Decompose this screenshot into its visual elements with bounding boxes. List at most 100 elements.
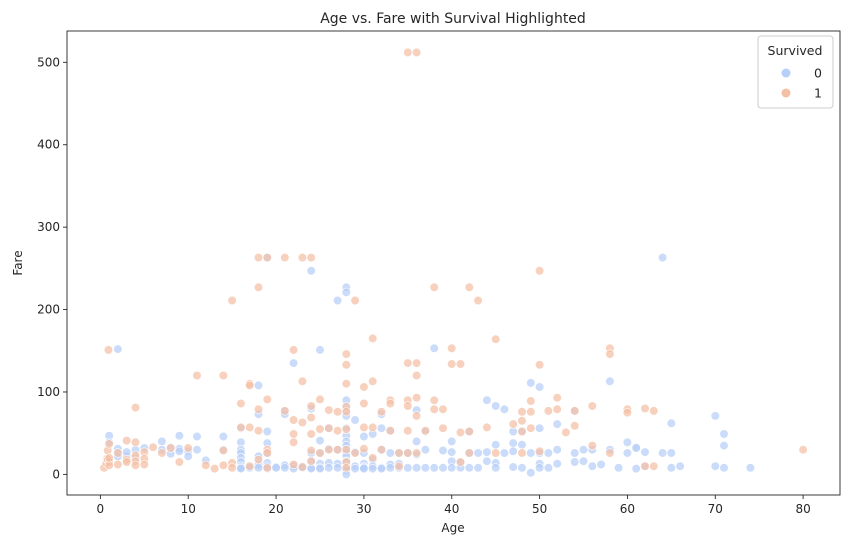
legend-box: [757, 35, 834, 109]
data-point-survived-1: [289, 429, 299, 439]
data-point-survived-1: [341, 349, 351, 359]
data-point-survived-1: [552, 393, 562, 403]
data-point-survived-0: [368, 464, 378, 474]
data-point-survived-1: [491, 448, 501, 458]
data-point-survived-0: [174, 446, 184, 456]
data-point-survived-0: [438, 445, 448, 456]
data-point-survived-1: [122, 436, 132, 446]
data-point-survived-1: [429, 282, 439, 292]
data-point-survived-1: [570, 406, 580, 416]
data-point-survived-1: [350, 448, 360, 458]
data-point-survived-1: [245, 461, 255, 471]
data-point-survived-0: [420, 463, 431, 473]
data-point-survived-1: [218, 370, 228, 381]
data-point-survived-1: [262, 253, 272, 263]
data-point-survived-1: [166, 443, 176, 453]
data-point-survived-0: [578, 445, 589, 455]
data-point-survived-0: [570, 457, 580, 467]
data-point-survived-0: [745, 463, 756, 473]
data-point-survived-1: [324, 405, 334, 415]
data-point-survived-1: [394, 448, 404, 458]
data-point-survived-0: [412, 463, 422, 473]
data-point-survived-0: [376, 464, 387, 474]
data-point-survived-0: [508, 446, 518, 456]
data-point-survived-1: [315, 448, 325, 458]
data-point-survived-1: [297, 376, 308, 386]
data-point-survived-0: [289, 358, 299, 368]
data-point-survived-1: [227, 463, 237, 473]
data-point-survived-0: [552, 419, 562, 429]
data-point-survived-0: [578, 456, 589, 466]
data-point-survived-0: [420, 445, 431, 455]
data-point-survived-0: [508, 438, 518, 448]
data-point-survived-1: [333, 445, 343, 455]
data-point-survived-1: [438, 404, 448, 414]
data-point-survived-1: [394, 461, 404, 471]
data-point-survived-1: [359, 444, 369, 454]
data-point-survived-0: [236, 464, 246, 474]
data-point-survived-1: [210, 464, 220, 474]
data-point-survived-1: [113, 459, 123, 470]
y-axis: 0 100 200 300 400 500: [37, 55, 67, 481]
data-point-survived-1: [447, 343, 457, 353]
data-point-survived-1: [798, 445, 808, 455]
data-point-survived-1: [280, 406, 290, 416]
data-point-survived-1: [570, 421, 580, 431]
data-point-survived-1: [622, 408, 633, 418]
x-axis: 0 10 20 30 40 50 60 70 80: [97, 495, 811, 516]
data-point-survived-0: [666, 418, 676, 428]
data-point-survived-0: [218, 431, 228, 442]
data-point-survived-1: [236, 422, 246, 433]
data-point-survived-0: [543, 448, 554, 458]
legend-marker-1: [781, 88, 791, 98]
data-point-survived-1: [253, 426, 264, 436]
data-point-survived-1: [289, 345, 299, 355]
data-point-survived-1: [245, 380, 255, 391]
data-point-survived-0: [192, 445, 202, 455]
data-point-survived-1: [640, 461, 650, 471]
data-point-survived-1: [438, 423, 448, 433]
x-axis-label: Age: [441, 521, 464, 535]
data-point-survived-0: [429, 463, 439, 473]
data-point-survived-0: [157, 436, 167, 447]
data-point-survived-0: [719, 441, 729, 451]
data-point-survived-0: [613, 463, 624, 473]
y-tick-label: 100: [37, 385, 60, 399]
data-point-survived-1: [368, 376, 378, 386]
data-point-survived-1: [359, 422, 369, 433]
data-point-survived-1: [526, 423, 536, 433]
data-point-survived-0: [341, 287, 351, 297]
data-point-survived-0: [473, 463, 483, 473]
data-point-survived-1: [262, 448, 272, 458]
data-point-survived-1: [113, 448, 123, 458]
data-point-survived-0: [253, 380, 264, 391]
data-point-survived-1: [517, 407, 527, 417]
legend-label-1: 1: [814, 86, 822, 101]
data-point-survived-1: [306, 412, 316, 423]
data-point-survived-1: [315, 424, 325, 434]
data-point-survived-1: [605, 448, 615, 458]
data-point-survived-1: [403, 401, 413, 411]
data-point-survived-1: [649, 406, 659, 416]
data-point-survived-0: [438, 463, 448, 473]
data-point-survived-1: [412, 411, 422, 421]
data-point-survived-1: [341, 407, 351, 417]
data-point-survived-1: [359, 382, 369, 392]
data-point-survived-1: [412, 448, 422, 458]
data-point-survived-1: [130, 437, 141, 447]
data-point-survived-0: [552, 445, 562, 455]
data-point-survived-1: [403, 426, 413, 436]
data-point-survived-1: [412, 47, 422, 58]
data-point-survived-1: [376, 407, 387, 417]
data-point-survived-0: [376, 423, 387, 433]
data-point-survived-0: [385, 448, 395, 458]
x-tick-label: 80: [795, 502, 810, 516]
x-tick-label: 50: [532, 502, 547, 516]
data-point-survived-0: [526, 378, 536, 388]
legend-label-0: 0: [814, 66, 822, 81]
data-point-survived-1: [306, 456, 316, 466]
data-point-survived-0: [640, 447, 650, 457]
legend: Survived 0 1: [757, 35, 834, 109]
data-point-survived-0: [675, 461, 685, 471]
data-point-survived-0: [429, 343, 439, 353]
